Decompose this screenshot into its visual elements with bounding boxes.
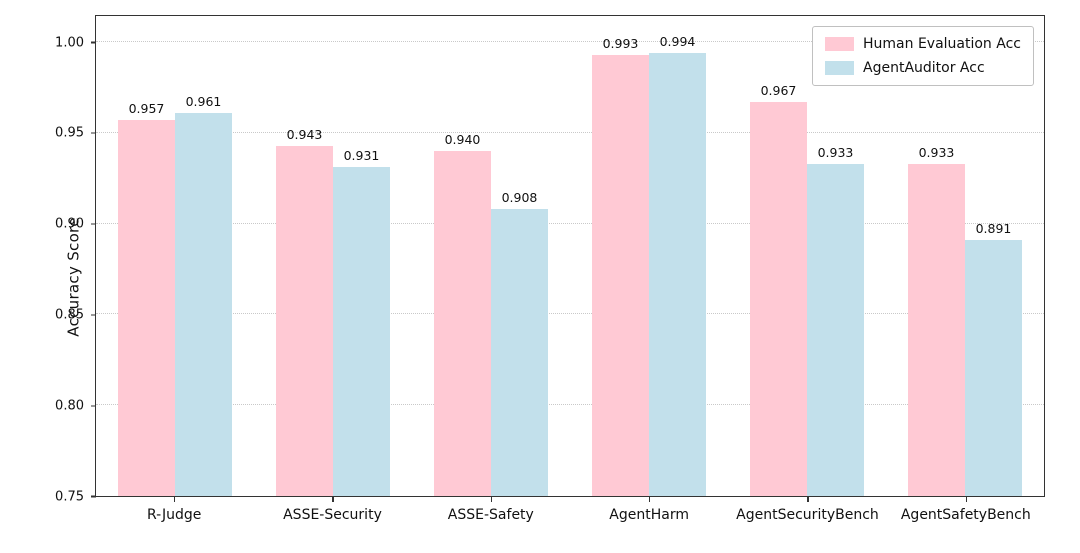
bar [491,209,548,496]
legend-label: Human Evaluation Acc [863,36,1021,52]
bar-column: 0.961 [175,94,232,496]
legend-swatch [825,61,854,75]
gridline [96,313,1044,315]
bar-group: 0.967 0.933 [728,16,886,496]
bar-group: 0.993 0.994 [570,16,728,496]
y-tick-mark [91,405,96,407]
x-tick-mark [174,497,176,502]
x-tick-label: AgentHarm [570,497,728,523]
bar-value-label: 0.957 [128,101,165,117]
x-tick-mark [490,497,493,502]
bar-column: 0.931 [333,148,390,496]
bar-column: 0.994 [649,34,706,496]
x-tick-label: AgentSecurityBench [728,497,886,523]
legend-swatch [825,37,854,51]
bar-column: 0.933 [807,145,864,496]
x-tick-label: AgentSafetyBench [887,497,1045,523]
x-axis-ticks: R-Judge ASSE-Security ASSE-Safety AgentHarm… [95,497,1045,523]
bar-value-label: 0.908 [501,190,538,206]
y-tick-label: 1.00 [55,35,84,50]
bar [434,150,491,496]
y-tick-mark [91,223,96,225]
y-tick-mark [91,132,96,134]
legend-item: Human Evaluation Acc [825,36,1021,52]
y-tick-label: 0.80 [55,398,84,414]
bar-column: 0.933 [908,145,965,496]
x-tick-label: ASSE-Security [253,497,411,523]
y-tick: 0.90 [55,217,96,232]
bar-value-label: 0.993 [602,35,639,51]
bar-group: 0.943 0.931 [254,16,412,496]
bar-column: 0.993 [592,36,649,496]
x-tick-mark [649,497,651,502]
y-tick-label: 0.85 [55,307,84,323]
bar-column: 0.891 [965,221,1022,496]
y-tick-label: 0.90 [55,216,84,232]
bar [750,101,807,496]
bar-group: 0.940 0.908 [412,16,570,496]
bar [333,167,390,496]
bar [807,163,864,496]
bar-groups: 0.957 0.961 0.943 0.931 0.940 0.908 0.993 0.994… [96,16,1044,496]
legend-item: AgentAuditor Acc [825,60,1021,76]
y-tick: 1.00 [55,35,96,50]
gridline [96,41,1044,42]
y-tick: 0.75 [55,489,96,504]
bar-value-label: 0.994 [659,33,696,49]
bar [118,120,175,496]
bar-column: 0.940 [434,132,491,496]
bar-column: 0.967 [750,83,807,496]
bar-column: 0.957 [118,101,175,496]
bar-value-label: 0.961 [185,93,222,109]
bar [175,112,232,496]
gridline [96,222,1044,224]
bar [276,145,333,496]
bar-value-label: 0.940 [444,131,481,147]
legend-label: AgentAuditor Acc [863,60,985,76]
bar [592,54,649,496]
bar-value-label: 0.967 [760,82,797,98]
bar-value-label: 0.931 [343,148,380,164]
y-tick-mark [91,41,96,44]
bar [908,163,965,496]
x-tick-mark [807,497,809,502]
x-tick-mark [332,497,334,502]
bar-value-label: 0.891 [975,220,1012,236]
bar-column: 0.943 [276,127,333,496]
bar [649,52,706,496]
y-tick: 0.95 [55,126,96,141]
bar-value-label: 0.943 [286,126,323,142]
gridline [96,404,1044,406]
y-tick: 0.80 [55,398,96,413]
y-tick-mark [91,495,96,498]
y-tick-label: 0.95 [55,125,84,141]
y-tick: 0.85 [55,307,96,322]
bar-column: 0.908 [491,190,548,496]
x-tick-mark [965,497,968,502]
plot-area: 0.75 0.80 0.85 0.90 0.95 1.00 0.957 0.961 0.943… [55,15,1045,504]
y-tick-label: 0.75 [55,489,84,504]
bar-group: 0.933 0.891 [886,16,1044,496]
legend: Human Evaluation Acc AgentAuditor Acc [812,26,1034,86]
bar [965,239,1022,496]
bar-value-label: 0.933 [817,144,854,160]
x-tick-label: R-Judge [95,497,253,523]
gridline [96,131,1044,133]
x-tick-label: ASSE-Safety [412,497,570,523]
y-tick-mark [91,314,96,316]
bar-value-label: 0.933 [918,144,955,160]
bar-group: 0.957 0.961 [96,16,254,496]
